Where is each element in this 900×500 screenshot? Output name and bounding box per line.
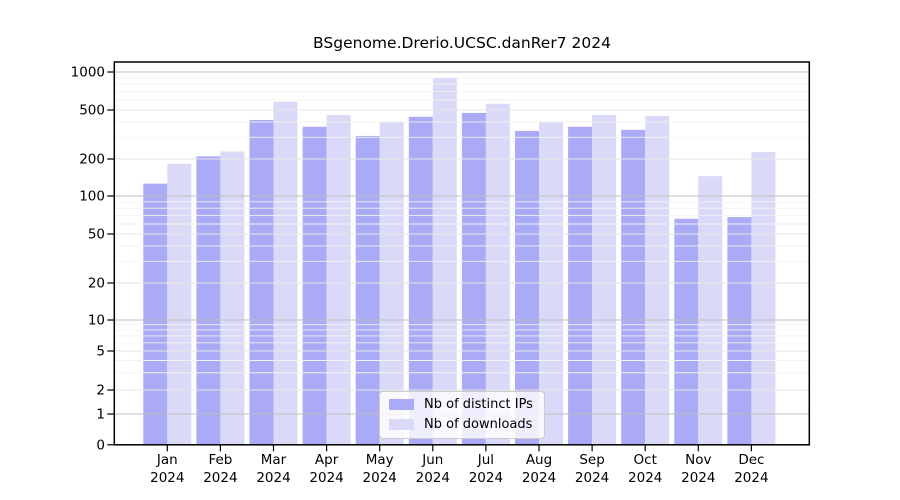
y-tick-label: 1 [96, 407, 105, 423]
x-tick-label-month: Dec [738, 452, 764, 468]
legend-item-distinct-ips: Nb of distinct IPs [389, 398, 535, 411]
x-tick-label-year: 2024 [575, 470, 609, 486]
x-tick-label-month: Sep [579, 452, 604, 468]
bar-distinct-ips-may [355, 135, 380, 445]
bar-distinct-ips-sep [568, 126, 593, 445]
x-tick-label-month: Jul [477, 452, 494, 468]
bar-downloads-feb [220, 151, 245, 445]
bar-downloads-mar [273, 101, 298, 445]
x-tick-label-year: 2024 [416, 470, 450, 486]
legend-swatch-distinct-ips [389, 399, 414, 410]
x-tick-label-year: 2024 [150, 470, 184, 486]
y-tick-label: 100 [79, 189, 105, 205]
legend-swatch-downloads [389, 419, 414, 430]
y-tick-label: 200 [79, 152, 105, 168]
x-tick-label-year: 2024 [363, 470, 397, 486]
legend-label-downloads: Nb of downloads [424, 417, 533, 432]
x-tick-label-year: 2024 [309, 470, 343, 486]
x-tick-label-year: 2024 [256, 470, 290, 486]
y-tick-label: 2 [96, 383, 105, 399]
bar-distinct-ips-jan [143, 183, 168, 445]
x-tick-label-month: Feb [208, 452, 232, 468]
y-tick-label: 10 [88, 313, 105, 329]
bar-distinct-ips-apr [302, 126, 327, 445]
chart-title: BSgenome.Drerio.UCSC.danRer7 2024 [313, 34, 611, 52]
bar-distinct-ips-jul [461, 112, 486, 445]
bar-downloads-nov [698, 176, 723, 445]
bar-distinct-ips-dec [727, 217, 752, 445]
bar-downloads-dec [751, 151, 776, 445]
x-tick-label-month: Jun [421, 452, 443, 468]
bar-downloads-sep [592, 115, 617, 445]
x-tick-label-month: May [366, 452, 394, 468]
x-tick-label-year: 2024 [203, 470, 237, 486]
plot-border [113, 61, 811, 446]
x-tick-label-month: Mar [261, 452, 287, 468]
x-tick-label-year: 2024 [522, 470, 556, 486]
x-tick-label-year: 2024 [469, 470, 503, 486]
y-tick-label: 5 [96, 344, 105, 360]
y-tick-label: 1000 [71, 65, 105, 81]
x-tick-label-month: Oct [634, 452, 657, 468]
bar-downloads-jan [167, 163, 192, 445]
legend-item-downloads: Nb of downloads [389, 418, 535, 431]
bar-distinct-ips-oct [621, 129, 646, 445]
legend-label-distinct-ips: Nb of distinct IPs [424, 397, 533, 412]
y-tick-label: 20 [88, 276, 105, 292]
x-tick-label-month: Aug [526, 452, 552, 468]
bar-downloads-oct [645, 115, 670, 445]
x-tick-label-month: Apr [315, 452, 339, 468]
legend: Nb of distinct IPs Nb of downloads [379, 391, 545, 439]
x-tick-label-year: 2024 [681, 470, 715, 486]
y-tick-label: 50 [88, 227, 105, 243]
y-tick-label: 0 [96, 437, 105, 453]
x-tick-label-month: Jan [156, 452, 178, 468]
bar-distinct-ips-mar [249, 119, 274, 445]
bar-downloads-apr [326, 115, 351, 445]
x-tick-label-year: 2024 [734, 470, 768, 486]
bar-distinct-ips-feb [196, 156, 221, 445]
bar-distinct-ips-nov [674, 218, 699, 445]
bar-downloads-jul [485, 103, 510, 445]
y-tick-label: 500 [79, 103, 105, 119]
x-tick-label-year: 2024 [628, 470, 662, 486]
x-tick-label-month: Nov [685, 452, 711, 468]
